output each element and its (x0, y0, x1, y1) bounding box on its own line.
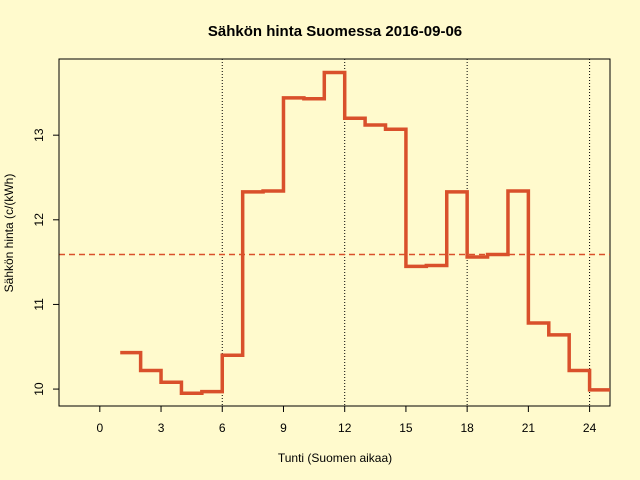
x-tick-label-0: 0 (96, 421, 103, 435)
x-tick-label-18: 18 (460, 421, 474, 435)
x-tick-label-12: 12 (338, 421, 352, 435)
y-tick-label-13: 13 (32, 128, 46, 142)
x-tick-label-3: 3 (158, 421, 165, 435)
series-group (120, 70, 610, 396)
x-tick-label-24: 24 (583, 421, 597, 435)
x-axis-label: Tunti (Suomen aikaa) (278, 451, 392, 465)
x-tick-label-15: 15 (399, 421, 413, 435)
chart-title: Sähkön hinta Suomessa 2016-09-06 (208, 23, 462, 40)
x-tick-label-9: 9 (280, 421, 287, 435)
series-line-0 (120, 70, 610, 396)
x-axis: 0 3 6 9 12 15 18 21 24 (96, 405, 597, 435)
y-tick-label-10: 10 (32, 382, 46, 396)
x-tick-label-21: 21 (522, 421, 536, 435)
x-tick-label-6: 6 (219, 421, 226, 435)
y-axis: 10 11 12 13 (32, 128, 60, 396)
y-axis-label: Sähkön hinta (c/(kWh) (2, 174, 16, 293)
y-tick-label-12: 12 (32, 213, 46, 227)
y-tick-label-11: 11 (32, 298, 46, 311)
